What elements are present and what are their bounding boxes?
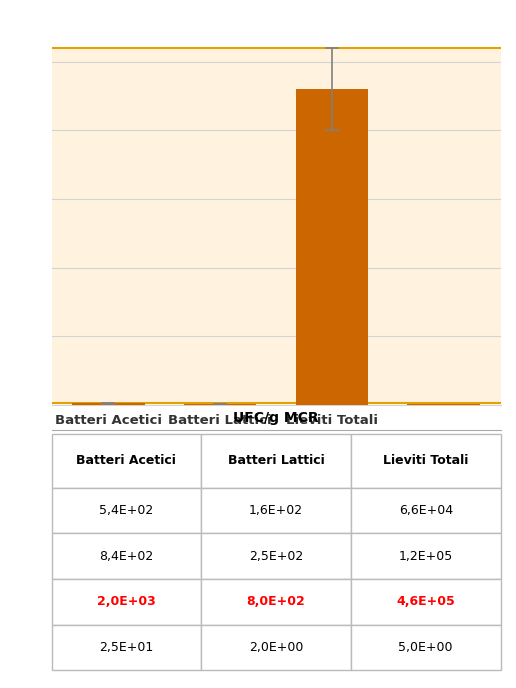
Bar bbox=[296, 89, 368, 405]
Bar bbox=[52, 48, 501, 403]
Text: UFC/g MCR: UFC/g MCR bbox=[233, 411, 319, 425]
X-axis label: Media (solo campioni contaminati): Media (solo campioni contaminati) bbox=[161, 438, 391, 451]
Bar bbox=[72, 403, 144, 405]
